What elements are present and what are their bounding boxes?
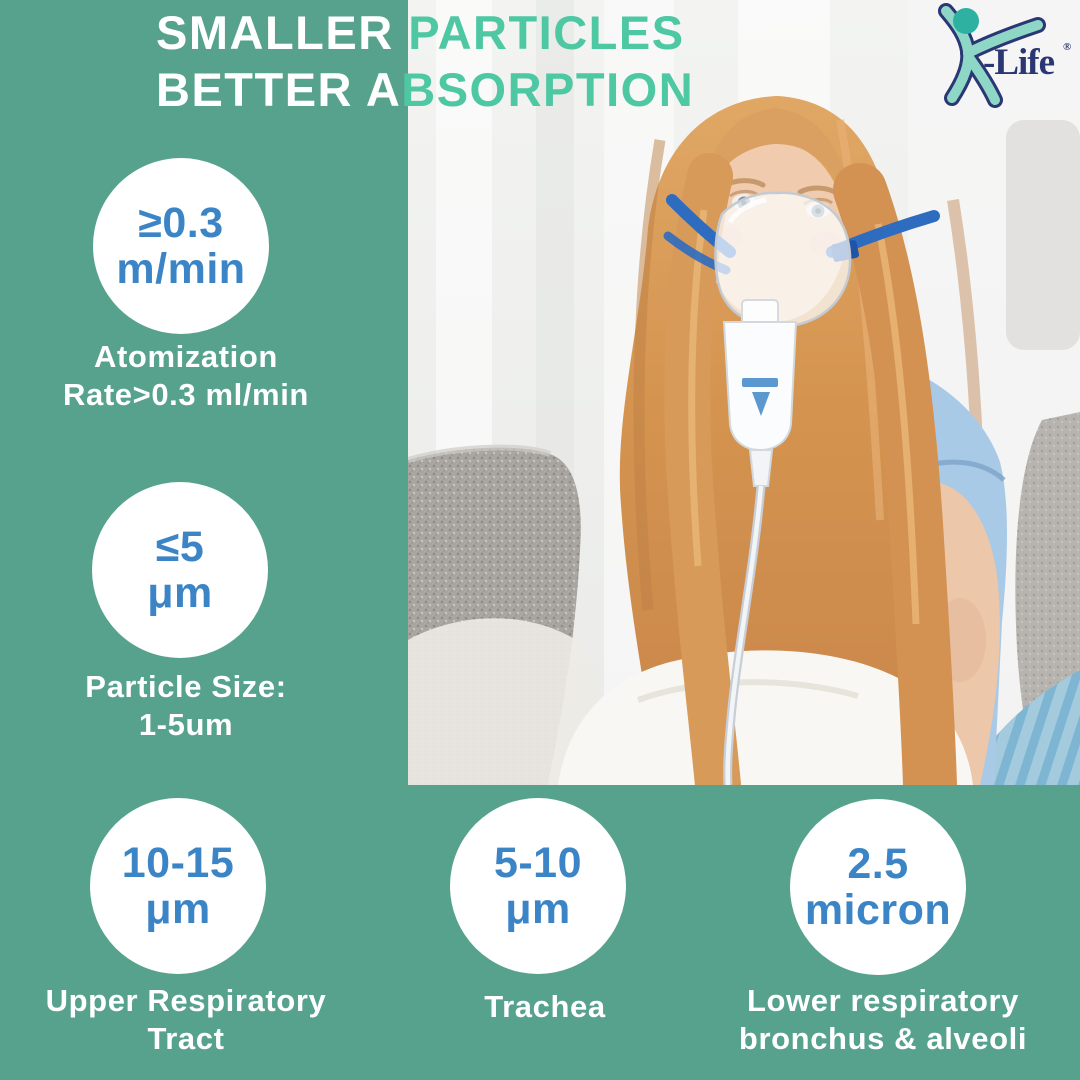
stat-circle-particle-size: ≤5 μm bbox=[92, 482, 268, 658]
stat-caption-upper-respiratory: Upper Respiratory Tract bbox=[45, 983, 327, 1056]
headline-line2-white: BETTER A bbox=[156, 63, 402, 116]
stat-caption-trachea: Trachea bbox=[484, 989, 606, 1024]
headline-line-2: BETTER ABSORPTION bbox=[156, 61, 694, 118]
stat-circle-atomization-rate: ≥0.3 m/min bbox=[93, 158, 269, 334]
nebulizer-tube bbox=[723, 485, 766, 785]
stat-value: 5-10 bbox=[493, 838, 583, 887]
girl-bangs bbox=[704, 108, 850, 200]
stat-caption-lower-respiratory: Lower respiratory bronchus & alveoli bbox=[738, 983, 1028, 1056]
stat-value-unit: m/min bbox=[116, 245, 246, 293]
photo-illustration bbox=[408, 0, 1080, 785]
stat-value: ≤5 bbox=[155, 522, 205, 571]
stat-value: 2.5 bbox=[847, 839, 909, 888]
stat-value: 10-15 bbox=[121, 838, 235, 887]
stat-value: ≥0.3 bbox=[138, 198, 224, 247]
nebulizer-cup bbox=[722, 299, 798, 487]
white-pillow bbox=[408, 618, 601, 785]
stat-value-unit: micron bbox=[804, 886, 952, 934]
photo-girl-with-nebulizer bbox=[408, 0, 1080, 785]
headline: SMALLER PARTICLES BETTER ABSORPTION bbox=[156, 4, 694, 118]
white-skirt bbox=[558, 650, 973, 785]
stat-circle-lower-respiratory: 2.5 micron bbox=[790, 799, 966, 975]
headline-line1-mint: PARTICLES bbox=[408, 6, 685, 59]
headline-line-1: SMALLER PARTICLES bbox=[156, 4, 694, 61]
logo-figure-head bbox=[953, 8, 979, 34]
logo-registered-mark: ® bbox=[1063, 41, 1071, 53]
stat-caption-atomization-rate: Atomization Rate>0.3 ml/min bbox=[63, 339, 309, 412]
headline-line2-mint: BSORPTION bbox=[401, 63, 695, 116]
stat-caption-particle-size: Particle Size: 1-5um bbox=[85, 669, 287, 742]
logo-brand-text: -Life bbox=[983, 42, 1055, 83]
klife-logo: -Life ® bbox=[925, 2, 1077, 110]
cup-blue-mark bbox=[742, 378, 778, 387]
klife-logo-icon: -Life ® bbox=[938, 3, 1071, 108]
stat-value-unit: μm bbox=[147, 569, 213, 617]
stat-value-unit: μm bbox=[505, 885, 571, 933]
couch-backrest bbox=[1006, 120, 1080, 350]
stat-circle-upper-respiratory: 10-15 μm bbox=[90, 798, 266, 974]
hair-front-locks bbox=[664, 153, 957, 785]
nebulizer-mask bbox=[714, 191, 852, 328]
stat-value-unit: μm bbox=[145, 885, 211, 933]
headline-line1-white: SMALLER bbox=[156, 6, 409, 59]
stat-circle-trachea: 5-10 μm bbox=[450, 798, 626, 974]
